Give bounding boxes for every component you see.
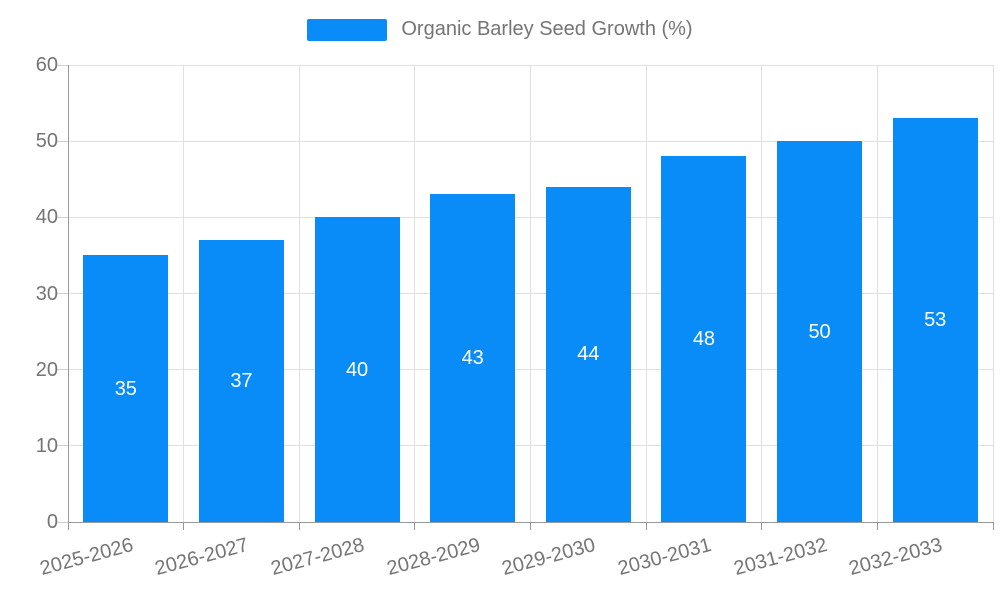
y-tick-mark [56, 445, 68, 447]
x-tick-label: 2031-2032 [731, 534, 830, 581]
y-tick-mark [56, 216, 68, 218]
x-tick-label: 2025-2026 [37, 534, 136, 581]
x-tick-mark [183, 522, 185, 530]
x-gridline [876, 65, 878, 522]
bar-2027-2028[interactable]: 40 [314, 217, 400, 522]
legend-label: Organic Barley Seed Growth (%) [401, 18, 693, 40]
bar-2032-2033[interactable]: 53 [892, 118, 978, 522]
x-tick-mark [992, 522, 994, 530]
x-tick-mark [298, 522, 300, 530]
x-gridline [414, 65, 416, 522]
x-gridline [298, 65, 300, 522]
x-tick-label: 2032-2033 [846, 534, 945, 581]
x-tick-mark [876, 522, 878, 530]
bar-2028-2029[interactable]: 43 [430, 194, 516, 522]
bar-value-label: 37 [230, 370, 253, 393]
bar-2026-2027[interactable]: 37 [198, 240, 284, 522]
x-gridline [761, 65, 763, 522]
bar-2030-2031[interactable]: 48 [661, 156, 747, 522]
y-tick-label: 0 [46, 511, 58, 533]
bar-value-label: 43 [461, 347, 484, 370]
y-tick-label: 30 [35, 282, 58, 305]
y-tick-mark [56, 521, 68, 523]
y-tick-label: 60 [35, 54, 58, 76]
y-tick-mark [56, 369, 68, 371]
bar-2029-2030[interactable]: 44 [545, 186, 631, 522]
x-gridline [992, 65, 994, 522]
x-gridline [530, 65, 531, 522]
y-tick-label: 40 [35, 206, 58, 229]
bar-2031-2032[interactable]: 50 [777, 141, 863, 522]
x-tick-label: 2027-2028 [268, 534, 367, 581]
y-tick-mark [56, 293, 68, 294]
x-tick-mark [530, 522, 531, 530]
bar-value-label: 48 [692, 328, 716, 351]
y-tick-mark [56, 64, 68, 66]
x-tick-label: 2026-2027 [153, 534, 252, 581]
bar-2025-2026[interactable]: 35 [83, 255, 169, 522]
bar-value-label: 53 [924, 309, 947, 332]
legend-swatch-icon[interactable] [307, 18, 388, 41]
plot-area: 35 37 40 43 44 48 50 53 [56, 64, 994, 530]
y-tick-label: 20 [35, 358, 58, 381]
x-gridline [645, 65, 647, 522]
x-tick-label: 2029-2030 [499, 534, 599, 581]
x-tick-mark [414, 522, 416, 530]
x-axis-line [68, 521, 993, 523]
bar-value-label: 50 [808, 320, 831, 343]
y-axis-line [67, 65, 69, 530]
y-tick-label: 50 [35, 130, 58, 153]
y-tick-label: 10 [35, 434, 58, 457]
x-tick-mark [645, 522, 647, 530]
bar-value-label: 35 [114, 377, 137, 400]
x-tick-label: 2028-2029 [384, 534, 483, 581]
x-tick-label: 2030-2031 [615, 534, 714, 581]
x-gridline [183, 65, 185, 522]
bar-value-label: 40 [345, 358, 369, 381]
y-tick-mark [56, 140, 68, 142]
chart-legend[interactable]: Organic Barley Seed Growth (%) [0, 18, 1000, 41]
x-tick-mark [761, 522, 763, 530]
bar-value-label: 44 [577, 343, 600, 366]
